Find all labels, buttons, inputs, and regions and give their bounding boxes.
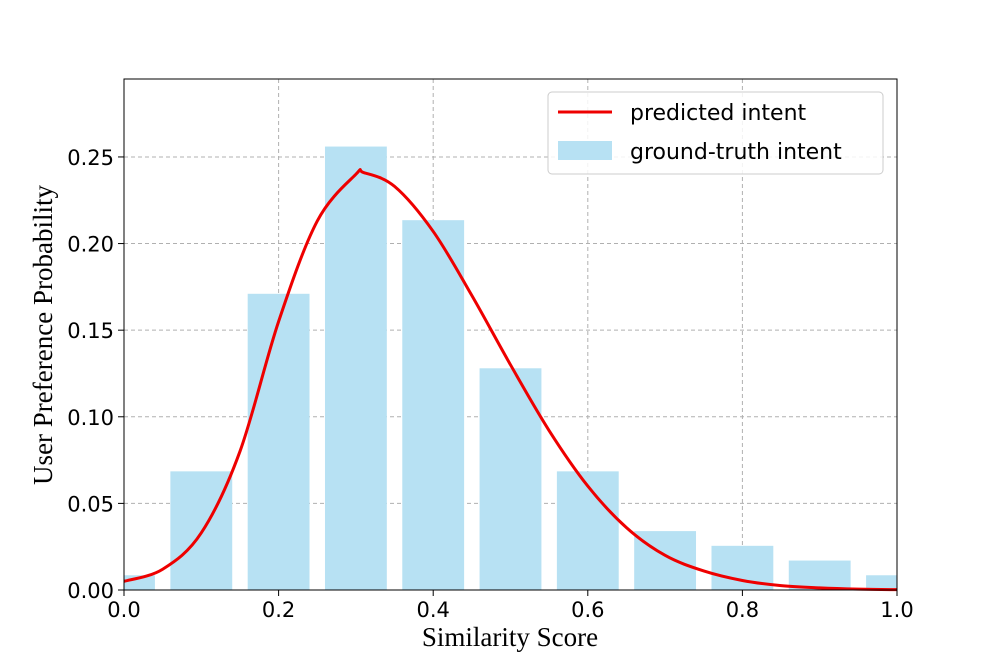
predicted-intent-line — [123, 168, 898, 592]
legend-box — [547, 91, 884, 175]
bar-series — [124, 146, 897, 591]
plot-frame — [123, 78, 898, 591]
x-axis-title: Similarity Score — [422, 622, 598, 652]
y-tick-label: 0.25 — [67, 146, 114, 170]
x-tick-label: 0.4 — [416, 598, 449, 622]
axis-ticks: 0.0 0.2 0.4 0.6 0.8 1.0 0.00 0.05 0.10 0.15 0.20 0.… — [67, 146, 913, 622]
y-tick-label: 0.00 — [67, 579, 114, 603]
bar — [788, 560, 851, 590]
bar — [479, 368, 542, 590]
x-tick-label: 1.0 — [880, 598, 913, 622]
line-series — [123, 168, 898, 592]
bar — [402, 220, 465, 591]
y-tick-label: 0.05 — [67, 492, 114, 516]
legend-swatch-ground-truth — [558, 141, 612, 160]
bar — [866, 575, 897, 590]
x-tick-label: 0.0 — [107, 598, 140, 622]
y-axis-title: User Preference Probability — [28, 185, 58, 485]
y-tick-label: 0.10 — [67, 406, 114, 430]
legend-label-predicted: predicted intent — [630, 101, 807, 126]
bar — [324, 146, 387, 590]
x-tick-label: 0.6 — [571, 598, 604, 622]
y-tick-label: 0.20 — [67, 233, 114, 257]
x-tick-label: 0.8 — [726, 598, 759, 622]
x-tick-label: 0.2 — [262, 598, 295, 622]
y-tick-label: 0.15 — [67, 319, 114, 343]
bar — [247, 293, 310, 590]
legend: predicted intent ground-truth intent — [547, 91, 884, 175]
legend-label-ground-truth: ground-truth intent — [630, 140, 842, 165]
bar — [556, 471, 619, 590]
